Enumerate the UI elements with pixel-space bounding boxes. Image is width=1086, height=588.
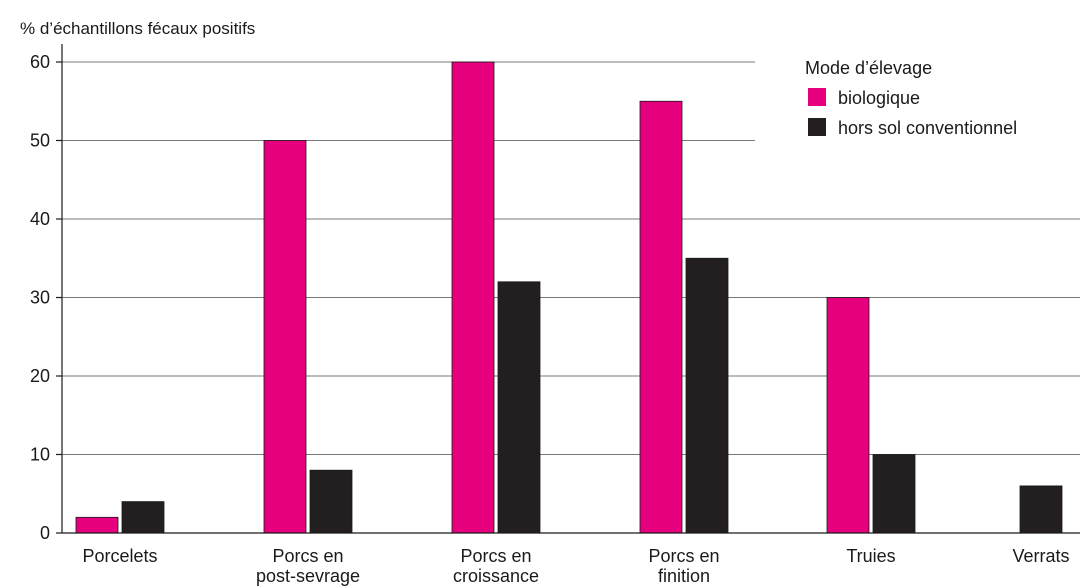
- bar-hors-sol-conventionnel-0: [121, 501, 165, 534]
- bars: [75, 61, 1063, 534]
- x-tick-label: finition: [658, 566, 710, 586]
- y-tick-label: 20: [30, 366, 50, 386]
- bar-hors-sol-conventionnel-2: [497, 281, 541, 534]
- x-axis: [61, 44, 1080, 534]
- bar-hors-sol-conventionnel-1: [309, 469, 353, 534]
- y-tick-label: 10: [30, 445, 50, 465]
- y-axis-title: % d’échantillons fécaux positifs: [20, 19, 255, 38]
- x-tick-label: croissance: [453, 566, 539, 586]
- x-tick-label: Porcelets: [82, 546, 157, 566]
- x-tick-label: Truies: [846, 546, 895, 566]
- x-tick-label: post-sevrage: [256, 566, 360, 586]
- bar-biologique-1: [263, 140, 307, 534]
- legend-swatch-biologique: [808, 88, 826, 106]
- bar-hors-sol-conventionnel-4: [872, 454, 916, 534]
- legend: Mode d’élevage biologique hors sol conven…: [805, 58, 1017, 138]
- y-tick-label: 0: [40, 523, 50, 543]
- x-tick-label: Porcs en: [272, 546, 343, 566]
- y-axis-ticks: 0 10 20 30 40 50 60: [30, 52, 62, 543]
- x-tick-label: Porcs en: [648, 546, 719, 566]
- bar-biologique-4: [826, 297, 870, 534]
- y-tick-label: 60: [30, 52, 50, 72]
- bar-biologique-3: [639, 100, 683, 534]
- y-tick-label: 30: [30, 288, 50, 308]
- bar-biologique-2: [451, 61, 495, 534]
- x-tick-label: Verrats: [1012, 546, 1069, 566]
- legend-title: Mode d’élevage: [805, 58, 932, 78]
- legend-label: hors sol conventionnel: [838, 118, 1017, 138]
- x-tick-label: Porcs en: [460, 546, 531, 566]
- bar-biologique-0: [75, 516, 119, 534]
- legend-swatch-hors-sol-conventionnel: [808, 118, 826, 136]
- y-tick-label: 40: [30, 209, 50, 229]
- bar-hors-sol-conventionnel-3: [685, 257, 729, 534]
- y-tick-label: 50: [30, 131, 50, 151]
- legend-label: biologique: [838, 88, 920, 108]
- bar-hors-sol-conventionnel-5: [1019, 485, 1063, 534]
